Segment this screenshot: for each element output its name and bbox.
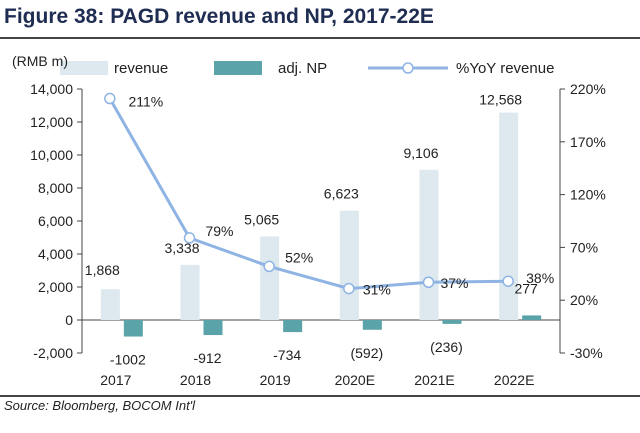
revenue-label: 5,065 <box>244 211 279 227</box>
x-tick-label: 2020E <box>335 372 375 388</box>
figure-title: Figure 38: PAGD revenue and NP, 2017-22E <box>4 5 434 28</box>
np-label: (592) <box>350 345 383 361</box>
x-tick-label: 2021E <box>414 372 454 388</box>
yoy-point <box>502 275 514 287</box>
yoy-point <box>183 232 196 244</box>
x-tick-label: 2019 <box>260 372 291 388</box>
x-tick-label: 2018 <box>180 372 211 388</box>
yoy-label: 37% <box>440 275 468 291</box>
legend-revenue-label: revenue <box>114 60 168 77</box>
np-label: -1002 <box>110 352 146 368</box>
yoy-label: 31% <box>363 282 391 298</box>
np-bar <box>283 320 303 333</box>
y2-tick-label: 170% <box>570 134 606 150</box>
revenue-bar <box>339 210 359 320</box>
revenue-label: 12,568 <box>479 92 522 108</box>
np-label: (236) <box>430 339 463 355</box>
x-tick-label: 2017 <box>100 372 131 388</box>
yoy-line <box>104 92 514 295</box>
y-tick-label: 2,000 <box>38 279 73 295</box>
np-bar <box>362 320 382 330</box>
yoy-label: 79% <box>205 223 233 239</box>
yoy-point <box>104 92 116 105</box>
np-bar <box>123 320 143 337</box>
legend-yoy-label: %YoY revenue <box>456 60 554 77</box>
revenue-bar <box>180 264 200 320</box>
y2-tick-label: -30% <box>570 345 603 361</box>
axes: -2,000 0 2,000 4,000 6,000 8,000 10,000 12,000 1… <box>30 81 606 388</box>
np-bar <box>522 315 542 320</box>
yoy-point <box>263 260 275 273</box>
revenue-label: 9,106 <box>403 145 438 161</box>
revenue-bar <box>260 236 280 320</box>
y-axis-label: (RMB m) <box>12 53 68 69</box>
y-tick-label: 6,000 <box>38 213 73 229</box>
np-bar <box>442 320 462 324</box>
yoy-label: 52% <box>285 249 313 265</box>
yoy-point <box>422 276 435 288</box>
y-tick-label: 10,000 <box>30 147 73 163</box>
title-rule <box>0 37 640 39</box>
legend: revenue adj. NP %YoY revenue <box>60 60 554 77</box>
revenue-label: 3,338 <box>164 240 199 256</box>
revenue-bar <box>419 169 439 320</box>
y-tick-label: -2,000 <box>33 345 73 361</box>
x-tick-label: 2022E <box>494 372 534 388</box>
legend-yoy-marker <box>402 62 414 74</box>
np-label: -734 <box>273 347 301 363</box>
yoy-line-path <box>108 97 509 291</box>
data-labels: 1,868 3,338 5,065 6,623 9,106 12,568 -1002 -912… <box>85 92 554 368</box>
revenue-label: 6,623 <box>324 186 359 202</box>
legend-revenue-swatch <box>60 61 108 75</box>
y-tick-label: 14,000 <box>30 81 73 97</box>
yoy-point <box>343 282 355 295</box>
y2-tick-label: 220% <box>570 81 606 97</box>
np-label: 277 <box>514 280 538 296</box>
y2-tick-label: 120% <box>570 187 606 203</box>
y2-tick-label: 70% <box>570 239 598 255</box>
y-tick-label: 8,000 <box>38 180 73 196</box>
source-note: Source: Bloomberg, BOCOM Int'l <box>4 398 196 413</box>
revenue-bar <box>100 289 120 320</box>
revenue-label: 1,868 <box>85 262 120 278</box>
y2-tick-label: 20% <box>570 292 598 308</box>
y-tick-label: 12,000 <box>30 114 73 130</box>
bars <box>100 112 542 337</box>
legend-np-label: adj. NP <box>278 60 327 77</box>
y-tick-label: 4,000 <box>38 246 73 262</box>
np-bar <box>203 320 223 336</box>
legend-np-swatch <box>214 61 262 75</box>
y-tick-label: 0 <box>65 312 73 328</box>
yoy-label: 38% <box>526 270 554 286</box>
np-label: -912 <box>193 350 221 366</box>
yoy-label: 211% <box>128 94 163 110</box>
source-rule <box>0 395 640 397</box>
revenue-bar <box>499 112 519 321</box>
